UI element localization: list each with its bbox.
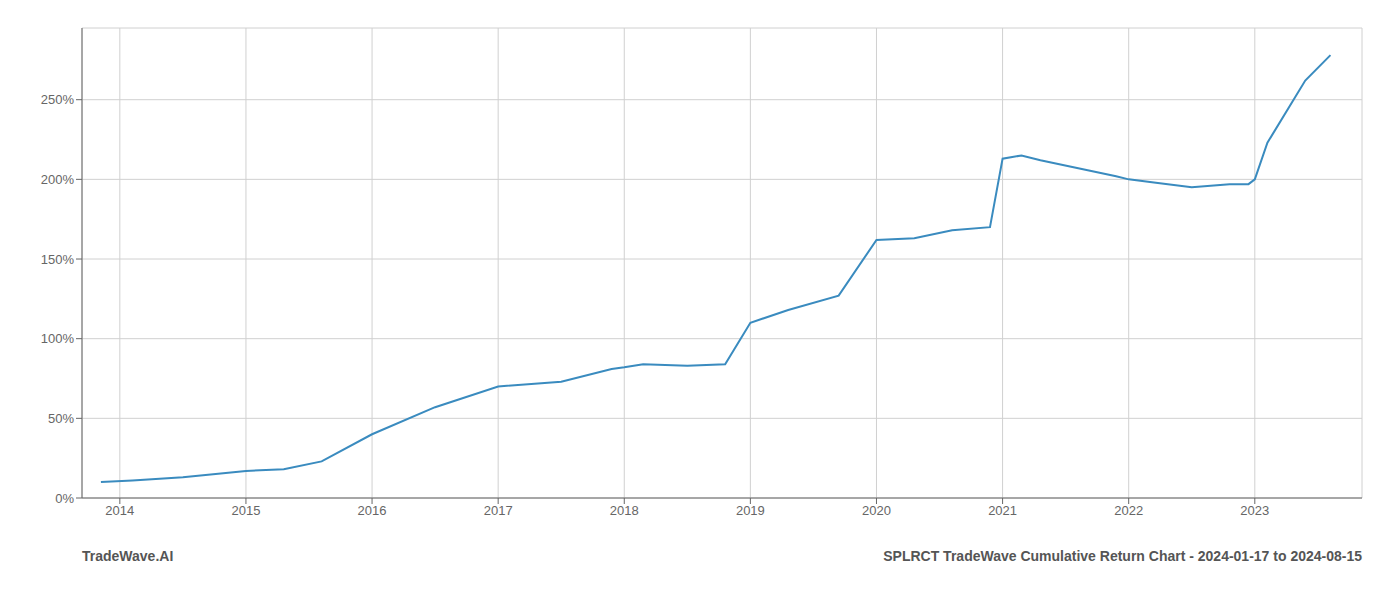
svg-text:200%: 200% [41, 172, 75, 187]
svg-text:150%: 150% [41, 252, 75, 267]
svg-text:50%: 50% [48, 411, 74, 426]
svg-text:2017: 2017 [484, 503, 513, 518]
svg-text:2019: 2019 [736, 503, 765, 518]
svg-text:2022: 2022 [1114, 503, 1143, 518]
svg-text:250%: 250% [41, 92, 75, 107]
svg-text:2015: 2015 [231, 503, 260, 518]
svg-text:2014: 2014 [105, 503, 134, 518]
html-text:TradeWave.AI: TradeWave.AI [82, 548, 174, 564]
html-text:SPLRCT TradeWave Cumulative Re: SPLRCT TradeWave Cumulative Return Chart… [883, 548, 1362, 564]
svg-text:100%: 100% [41, 331, 75, 346]
svg-text:0%: 0% [55, 491, 74, 506]
svg-text:2018: 2018 [610, 503, 639, 518]
svg-text:2023: 2023 [1240, 503, 1269, 518]
svg-text:2020: 2020 [862, 503, 891, 518]
svg-text:2021: 2021 [988, 503, 1017, 518]
svg-text:2016: 2016 [358, 503, 387, 518]
